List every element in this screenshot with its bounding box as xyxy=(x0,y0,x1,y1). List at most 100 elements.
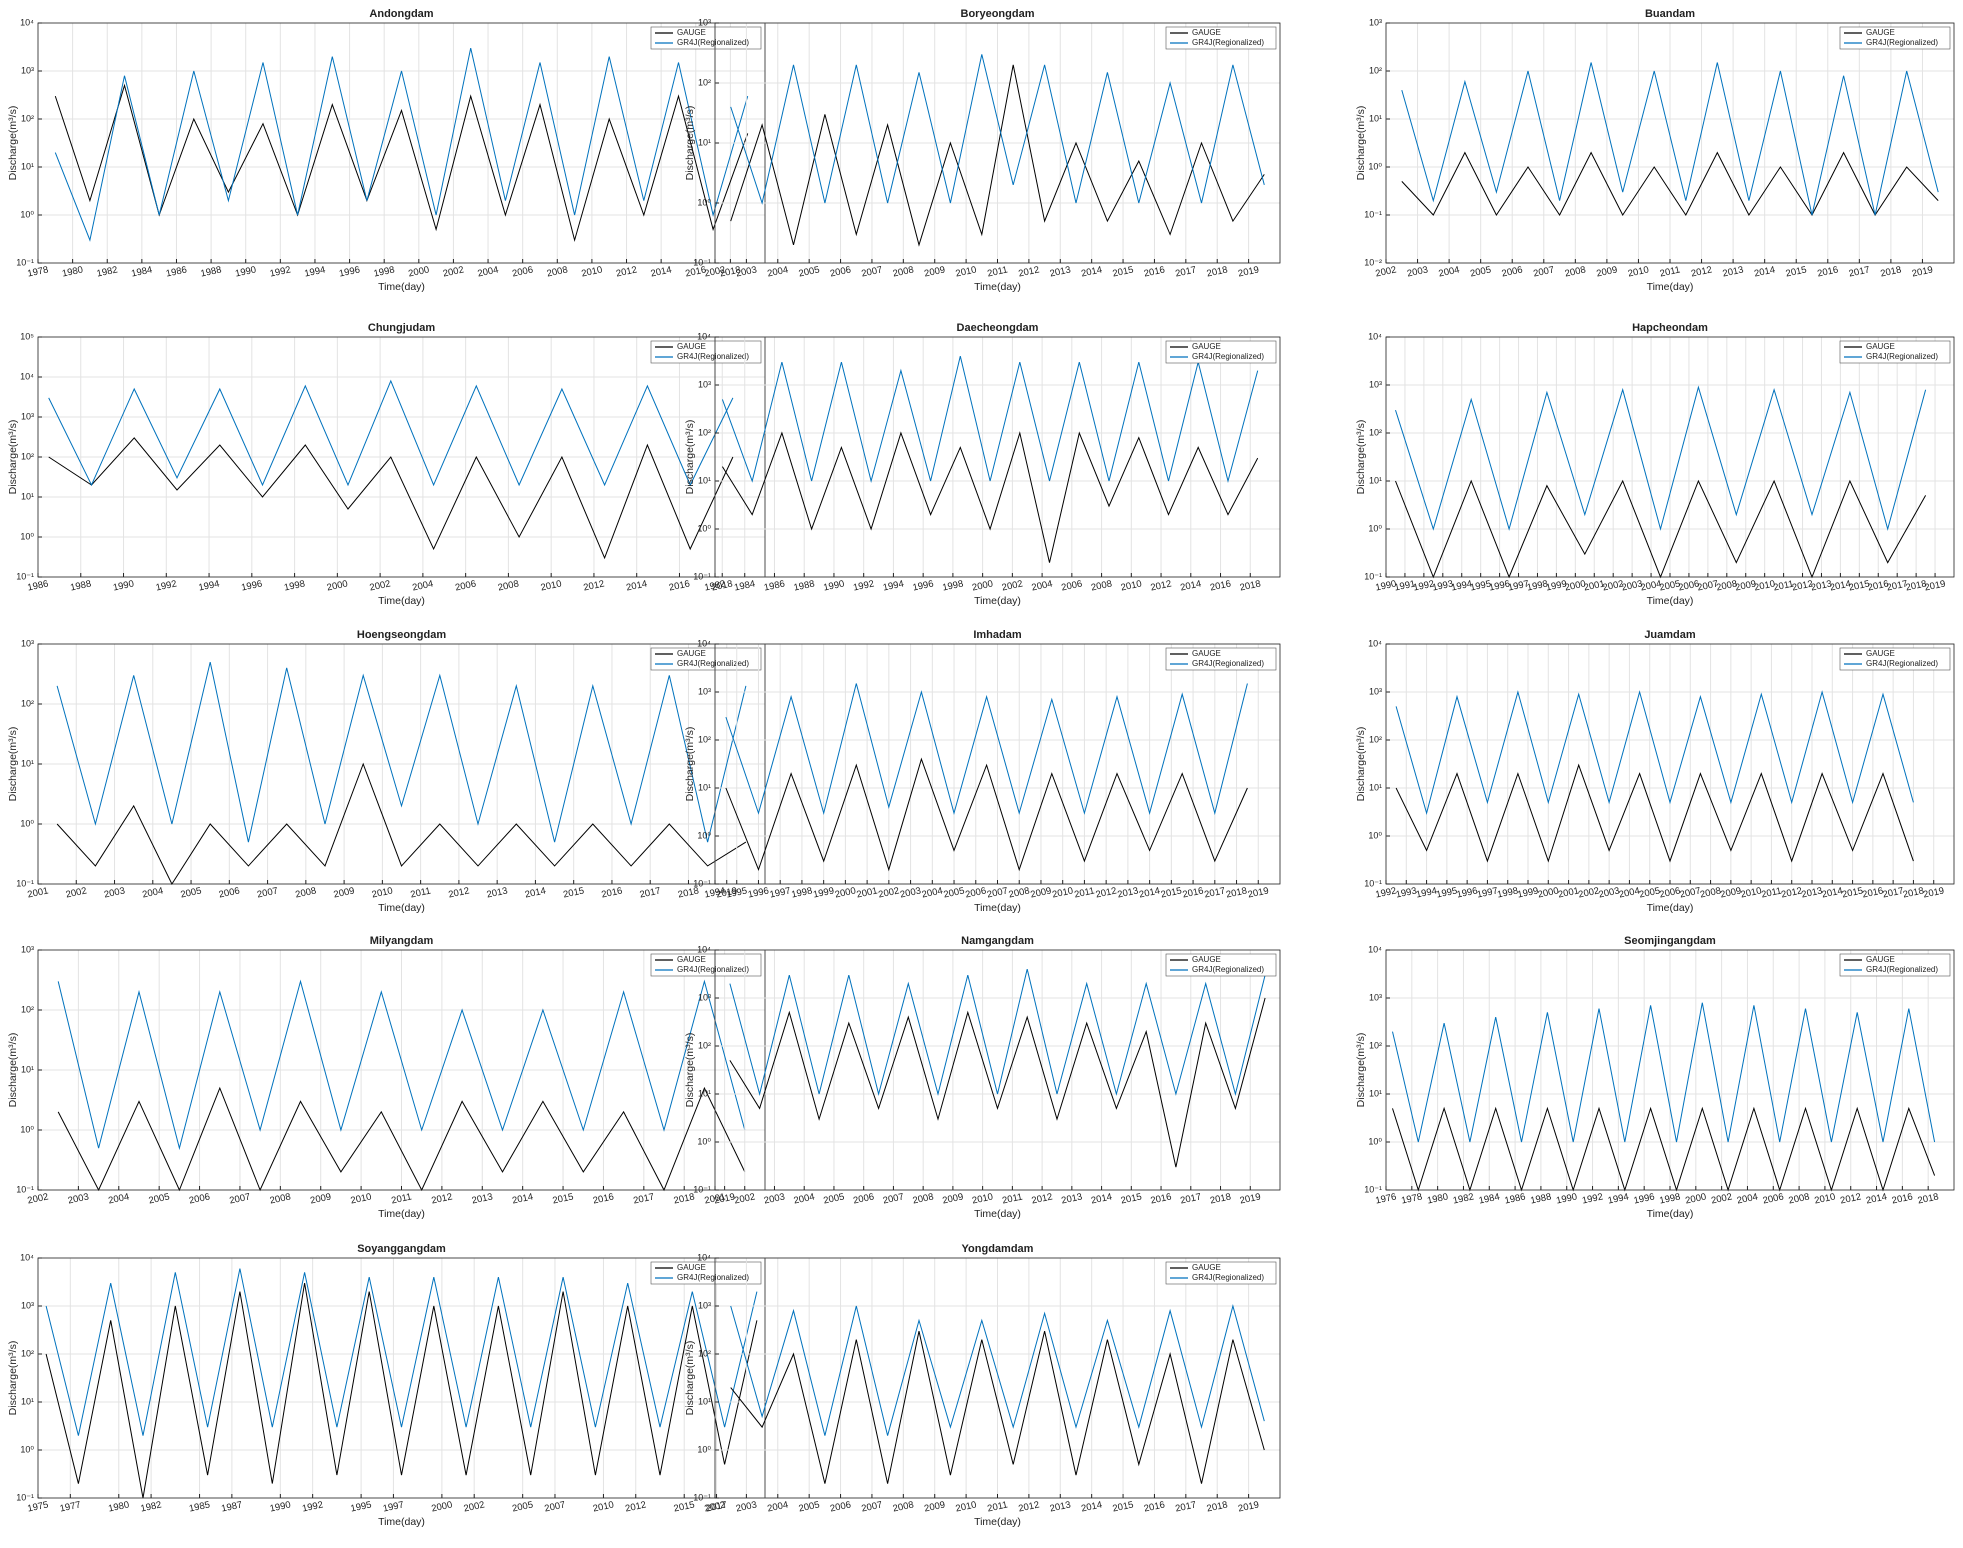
y-tick-label: 10¹ xyxy=(1369,113,1382,123)
y-axis-label: Discharge(m³/s) xyxy=(7,106,19,181)
x-tick-label: 2010 xyxy=(580,264,603,279)
y-tick-label: 10¹ xyxy=(698,475,711,485)
y-tick-label: 10⁰ xyxy=(697,197,711,207)
y-tick-label: 10⁻¹ xyxy=(16,1184,34,1194)
x-tick-label: 2014 xyxy=(625,578,648,593)
x-tick-label: 2003 xyxy=(735,264,758,279)
series-line xyxy=(730,64,1265,247)
x-tick-label: 2010 xyxy=(971,1191,994,1206)
x-tick-label: 2012 xyxy=(1095,885,1118,900)
x-tick-label: 2008 xyxy=(1008,885,1031,900)
x-tick-label: 1986 xyxy=(27,578,50,593)
y-tick-label: 10² xyxy=(1369,427,1382,437)
plot-frame xyxy=(37,22,766,264)
chart-title: Daecheongdam xyxy=(957,322,1039,334)
x-tick-label: 2010 xyxy=(1627,264,1650,279)
chart-title: Hoengseongdam xyxy=(357,629,446,641)
y-axis-label: Discharge(m³/s) xyxy=(684,420,696,495)
x-tick-label: 2006 xyxy=(1677,578,1700,593)
x-tick-label: 2004 xyxy=(921,885,944,900)
x-tick-label: 2018 xyxy=(1917,1191,1940,1206)
x-tick-label: 1996 xyxy=(747,885,770,900)
series-line xyxy=(54,47,749,242)
x-tick-label: 2005 xyxy=(1659,578,1682,593)
x-tick-label: 2006 xyxy=(1659,885,1682,900)
x-tick-label: 2008 xyxy=(892,1499,915,1514)
x-tick-label: 1996 xyxy=(1488,578,1511,593)
legend-label: GAUGE xyxy=(1866,649,1895,658)
x-tick-label: 2017 xyxy=(1848,264,1871,279)
y-axis-label: Discharge(m³/s) xyxy=(684,106,696,181)
x-tick-label: 2007 xyxy=(1679,885,1702,900)
y-tick-label: 10⁻¹ xyxy=(16,571,34,581)
y-tick-label: 10³ xyxy=(21,638,34,648)
y-tick-label: 10¹ xyxy=(21,758,34,768)
y-tick-label: 10⁰ xyxy=(20,531,34,541)
x-tick-label: 2003 xyxy=(899,885,922,900)
chart-title: Juamdam xyxy=(1644,629,1696,641)
chart-title: Yongdamdam xyxy=(962,1243,1034,1255)
x-tick-label: 1984 xyxy=(733,578,756,593)
legend-box xyxy=(1839,340,1951,364)
y-tick-label: 10² xyxy=(698,1348,711,1358)
legend-box xyxy=(650,26,762,50)
x-axis-label: Time(day) xyxy=(1647,902,1694,914)
x-tick-label: 2004 xyxy=(766,1499,789,1514)
x-tick-label: 2017 xyxy=(705,1499,728,1514)
x-tick-label: 2006 xyxy=(1762,1191,1785,1206)
x-tick-label: 2012 xyxy=(1791,578,1814,593)
x-tick-label: 2016 xyxy=(1867,578,1890,593)
x-tick-label: 2012 xyxy=(1031,1191,1054,1206)
legend-label: GAUGE xyxy=(677,649,706,658)
x-tick-label: 1994 xyxy=(303,264,326,279)
chart-title: Boryeongdam xyxy=(961,8,1035,20)
y-tick-label: 10⁻¹ xyxy=(693,571,711,581)
y-tick-label: 10⁰ xyxy=(697,830,711,840)
x-tick-label: 2013 xyxy=(1049,264,1072,279)
x-tick-label: 2012 xyxy=(1690,264,1713,279)
x-tick-label: 2007 xyxy=(882,1191,905,1206)
plot-frame xyxy=(1385,336,1955,578)
x-tick-label: 2018 xyxy=(1225,885,1248,900)
x-tick-label: 2016 xyxy=(684,264,707,279)
x-tick-label: 2019 xyxy=(715,885,738,900)
x-tick-label: 1988 xyxy=(1529,1191,1552,1206)
y-axis-label: Discharge(m³/s) xyxy=(1355,1033,1367,1108)
x-tick-label: 1992 xyxy=(852,578,875,593)
y-axis-label: Discharge(m³/s) xyxy=(684,727,696,802)
x-tick-label: 2012 xyxy=(1780,885,1803,900)
y-tick-label: 10³ xyxy=(21,1300,34,1310)
legend-box xyxy=(1165,1261,1277,1285)
x-tick-label: 2018 xyxy=(1239,578,1262,593)
plot-frame xyxy=(714,336,1281,578)
x-axis-label: Time(day) xyxy=(378,902,425,914)
y-axis-label: Discharge(m³/s) xyxy=(7,1033,19,1108)
x-tick-label: 2012 xyxy=(430,1191,453,1206)
y-tick-label: 10³ xyxy=(1369,17,1382,27)
x-tick-label: 2009 xyxy=(309,1191,332,1206)
series-line xyxy=(45,1283,758,1499)
y-tick-label: 10⁴ xyxy=(697,1252,711,1262)
x-tick-label: 2014 xyxy=(1865,1191,1888,1206)
x-tick-label: 2010 xyxy=(540,578,563,593)
x-tick-label: 2002 xyxy=(704,1499,727,1514)
x-tick-label: 2006 xyxy=(1060,578,1083,593)
legend-label: GAUGE xyxy=(1192,649,1221,658)
x-tick-label: 2009 xyxy=(941,1191,964,1206)
series-line xyxy=(1395,690,1914,815)
x-tick-label: 2010 xyxy=(1753,578,1776,593)
y-axis-label: Discharge(m³/s) xyxy=(1355,727,1367,802)
x-tick-label: 2009 xyxy=(1595,264,1618,279)
legend-label: GAUGE xyxy=(1192,342,1221,351)
x-tick-label: 2016 xyxy=(600,885,623,900)
series-line xyxy=(1395,385,1927,531)
x-tick-label: 2015 xyxy=(1848,578,1871,593)
x-tick-label: 2002 xyxy=(1602,578,1625,593)
legend-label: GAUGE xyxy=(1192,1263,1221,1272)
legend-label: GR4J(Regionalized) xyxy=(677,352,749,361)
x-tick-label: 2004 xyxy=(793,1191,816,1206)
x-axis-label: Time(day) xyxy=(378,1516,425,1528)
x-tick-label: 2002 xyxy=(877,885,900,900)
x-tick-label: 2002 xyxy=(1001,578,1024,593)
